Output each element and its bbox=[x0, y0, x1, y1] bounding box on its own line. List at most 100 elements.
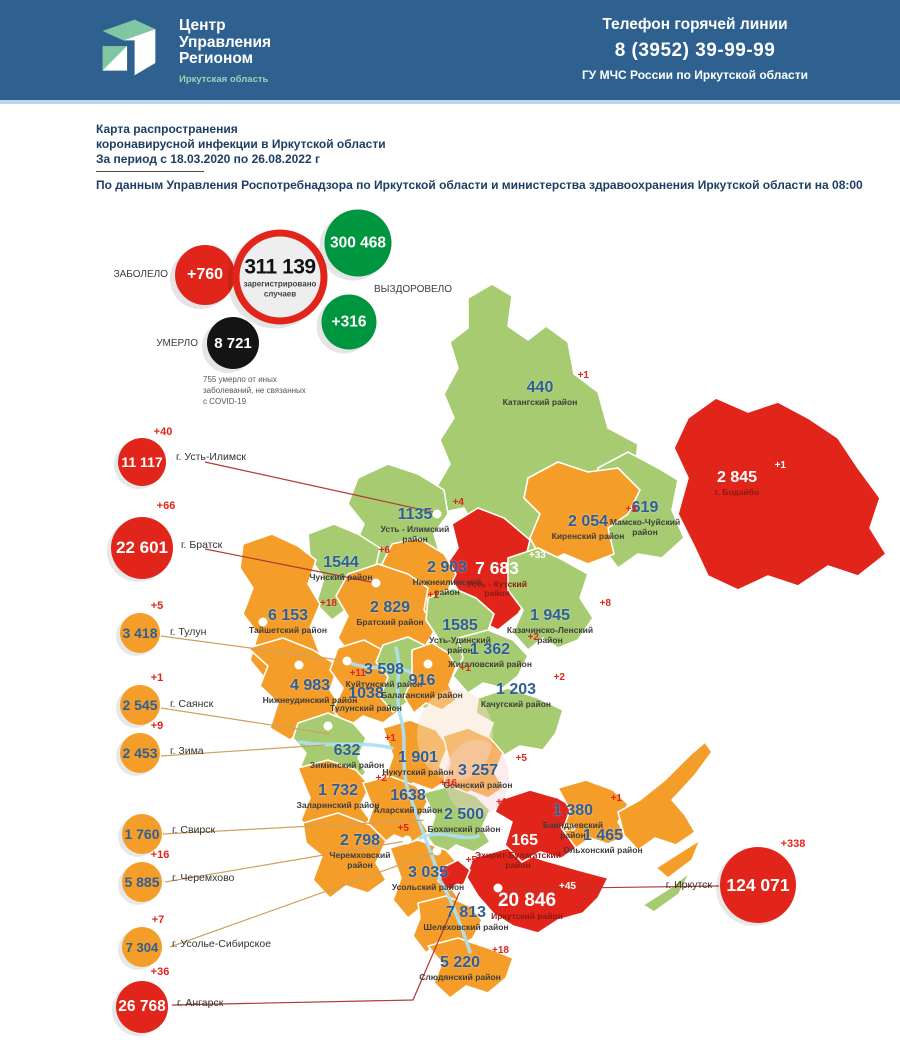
city-circle: 7 304 bbox=[122, 927, 162, 967]
district-shape-olkhon-island bbox=[655, 839, 701, 879]
city-delta: +40 bbox=[153, 426, 173, 438]
district-shape-kazachinsko-lensky bbox=[507, 547, 594, 651]
registered-caption2: случаев bbox=[263, 289, 297, 298]
city-delta: +16 bbox=[150, 849, 170, 861]
cur-logo-icon bbox=[102, 19, 156, 76]
district-shapes bbox=[239, 283, 887, 999]
district-shape-balagansky bbox=[403, 642, 457, 714]
city-name: г. Братск bbox=[181, 539, 223, 551]
city-name: г. Усолье-Сибирское bbox=[172, 938, 272, 950]
district-label: +2 1 732 Заларинский район bbox=[296, 773, 388, 810]
recovered-circle: 300 468 bbox=[324, 209, 392, 277]
hotline-org: ГУ МЧС России по Иркутской области bbox=[582, 68, 808, 82]
district-shape-ekhirit-bulagatsky bbox=[494, 789, 581, 863]
city-delta: +9 bbox=[150, 720, 164, 732]
city-circle: 3 418 bbox=[120, 613, 160, 653]
district-label: +18 6 153 Тайшетский район bbox=[249, 598, 337, 635]
died-value: 8 721 bbox=[214, 334, 252, 352]
city-delta: +5 bbox=[150, 600, 164, 612]
header: Центр Управления Регионом Иркутская обла… bbox=[0, 0, 900, 100]
district-shape-bayandaevsky bbox=[557, 779, 629, 849]
district-shape-bodaibo bbox=[673, 397, 887, 591]
district-label: +4 1135 Усть - Илимский район bbox=[380, 497, 464, 544]
died-footnote-line3: с COVID-19 bbox=[203, 396, 247, 406]
city-name: г. Тулун bbox=[170, 626, 207, 638]
recovered-delta: +316 bbox=[331, 313, 367, 330]
title-line1: Карта распространения bbox=[96, 122, 238, 136]
city-name: г. Иркутск bbox=[665, 879, 712, 891]
logo-text: Центр Управления Регионом Иркутская обла… bbox=[179, 14, 271, 85]
registered-caption1: зарегистрировано bbox=[243, 279, 317, 288]
district-label: +16 2 500 Боханский район bbox=[427, 797, 513, 834]
district-label: +2 1 203 Качугский район bbox=[480, 672, 565, 709]
logo-line3: Регионом bbox=[179, 50, 254, 68]
district-label: +33 7 683 Усть - Кутский район bbox=[467, 550, 546, 599]
city-dots bbox=[258, 509, 503, 893]
sick-delta-circle: +760 bbox=[175, 245, 235, 305]
district-label: +1 440 Катангский район bbox=[502, 370, 589, 407]
died-footnote-line2: заболеваний, не связанных bbox=[203, 385, 306, 395]
district-shape-slyudyansky bbox=[427, 937, 514, 999]
district-shape-angarsky bbox=[437, 859, 471, 891]
district-label: 1 465 Ольхонский район bbox=[563, 827, 643, 855]
city-circle: 2 545 bbox=[120, 685, 160, 725]
data-source-line: По данным Управления Роспотребнадзора по… bbox=[96, 178, 863, 192]
city-circle: 11 117 bbox=[118, 438, 166, 486]
district-label: +11 4 983 Нижнеудинский район bbox=[262, 668, 366, 705]
district-label: +2 7 813 Шелеховский район bbox=[423, 895, 515, 932]
died-footnote-line1: 755 умерло от иных bbox=[203, 375, 277, 384]
city-circle: 26 768 bbox=[116, 981, 168, 1033]
district-label: +5 3 035 Усольский район bbox=[391, 855, 477, 892]
district-shape-kirensky bbox=[523, 461, 641, 565]
city-delta: +66 bbox=[156, 500, 176, 512]
district-label: +1 2 829 Братский район bbox=[356, 590, 439, 627]
city-name: г. Черемхово bbox=[172, 872, 235, 884]
title-underline bbox=[96, 171, 204, 172]
city-name: г. Усть-Илимск bbox=[176, 451, 246, 463]
city-name: г. Зима bbox=[170, 745, 204, 757]
title-block: Карта распространения коронавирусной инф… bbox=[96, 122, 863, 193]
district-label: 1 901 Нукутский район bbox=[382, 749, 454, 777]
city-name: г. Ангарск bbox=[177, 997, 224, 1009]
registered-circle: 311 139 зарегистрировано случаев bbox=[232, 229, 328, 325]
title-line2: коронавирусной инфекции в Иркутской обла… bbox=[96, 137, 386, 151]
district-label: +1 916 Балаганский район bbox=[381, 663, 471, 700]
logo: Центр Управления Регионом Иркутская обла… bbox=[95, 14, 271, 85]
logo-line1: Центр bbox=[179, 17, 226, 34]
district-label: 1038 Тулунский район bbox=[330, 685, 402, 713]
district-label: +6 2 903 Нижнеилимский район bbox=[412, 550, 496, 597]
district-shape-irkutsky bbox=[465, 847, 609, 934]
logo-region: Иркутская область bbox=[179, 74, 269, 86]
district-label: 619 Мамско-Чуйский район bbox=[609, 499, 681, 537]
hotline-label: Телефон горячей линии bbox=[602, 16, 788, 33]
recovered-label: ВЫЗДОРОВЕЛО bbox=[374, 284, 453, 295]
district-label: +45 20 846 Иркутский район bbox=[491, 881, 576, 921]
header-divider bbox=[0, 100, 900, 104]
died-label: УМЕРЛО bbox=[156, 338, 198, 349]
district-label: +18 5 220 Слюдянский район bbox=[419, 945, 509, 982]
recovered-value: 300 468 bbox=[329, 234, 387, 251]
leader-lines bbox=[160, 461, 720, 1006]
district-shape-olkhonsky bbox=[617, 741, 713, 851]
hotline-block: Телефон горячей линии 8 (3952) 39-99-99 … bbox=[520, 16, 870, 82]
district-shape-nukutsky bbox=[382, 719, 449, 794]
city-circle: 1 760 bbox=[122, 814, 162, 854]
district-label: +8 1 945 Казачинско-Ленский район bbox=[506, 598, 611, 645]
city-delta: +1 bbox=[150, 672, 164, 684]
hotline-phone: 8 (3952) 39-99-99 bbox=[614, 40, 776, 61]
city-circle: 2 453 bbox=[120, 733, 160, 773]
district-label: +16 1638 Аларский район bbox=[373, 778, 457, 815]
recovered-delta-circle: +316 bbox=[321, 294, 377, 350]
district-shape-kachugsky bbox=[475, 687, 564, 757]
district-label: +1 2 845 г. Бодайбо bbox=[714, 460, 786, 497]
city-circle: 124 071 bbox=[720, 847, 796, 923]
registered-value: 311 139 bbox=[244, 255, 316, 278]
pale-overlay-areas bbox=[417, 689, 509, 816]
sick-label: ЗАБОЛЕЛО bbox=[113, 269, 168, 280]
district-label: +6 1544 Чунский район bbox=[309, 545, 390, 582]
died-footnote: 755 умерло от иных заболеваний, не связа… bbox=[203, 375, 306, 407]
district-label: +5 2 798 Черемховский район bbox=[329, 823, 409, 870]
district-label: +1 632 Зиминский район bbox=[309, 733, 396, 770]
